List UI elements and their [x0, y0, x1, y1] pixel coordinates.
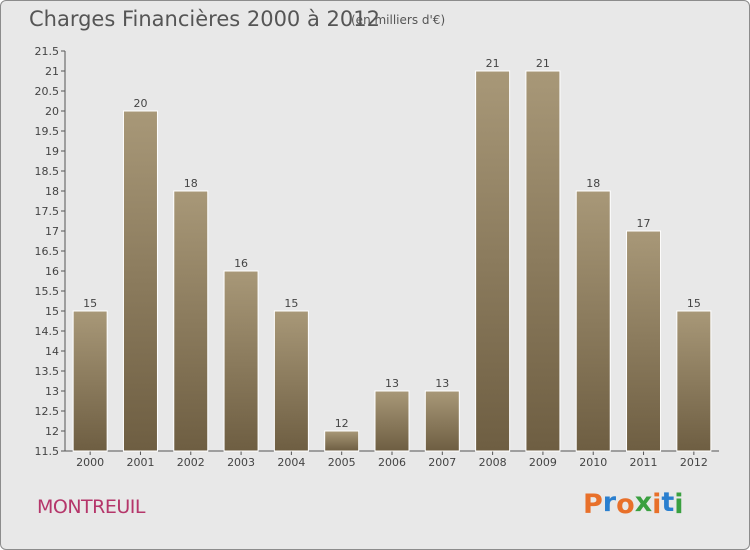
y-tick-label: 13.5 [35, 365, 60, 378]
y-tick-label: 14 [45, 345, 59, 358]
logo-letter: i [674, 489, 684, 520]
bar-value-label: 15 [83, 297, 97, 310]
bar [173, 190, 209, 452]
y-tick-label: 11.5 [35, 445, 60, 458]
y-tick-label: 21 [45, 65, 59, 78]
proxiti-logo[interactable]: Proxiti [583, 487, 684, 520]
bar-value-label: 21 [486, 57, 500, 70]
y-tick-label: 17.5 [35, 205, 60, 218]
bar [525, 70, 561, 452]
x-tick-label: 2002 [177, 456, 205, 469]
bar [374, 390, 410, 452]
logo-letter: x [634, 487, 653, 518]
x-tick-label: 2006 [378, 456, 406, 469]
y-tick-label: 15.5 [35, 285, 60, 298]
bar [575, 190, 611, 452]
bar [72, 310, 108, 452]
x-tick-label: 2011 [630, 456, 658, 469]
bar [122, 110, 158, 452]
city-name: MONTREUIL [37, 496, 145, 518]
x-tick-label: 2009 [529, 456, 557, 469]
chart-bars: 15 20 18 16 15 12 13 13 21 21 18 17 15 [72, 57, 712, 452]
bar-value-label: 18 [184, 177, 198, 190]
y-tick-label: 12.5 [35, 405, 60, 418]
bar-value-label: 13 [435, 377, 449, 390]
bar [475, 70, 511, 452]
y-tick-label: 15 [45, 305, 59, 318]
logo-letter: P [583, 489, 603, 520]
bar-value-label: 16 [234, 257, 248, 270]
bar-value-label: 17 [637, 217, 651, 230]
logo-letter: t [661, 487, 675, 518]
logo-letter: r [602, 487, 617, 518]
logo-letter: i [652, 489, 662, 520]
bar-value-label: 13 [385, 377, 399, 390]
x-tick-label: 2001 [126, 456, 154, 469]
logo-letter: o [616, 489, 635, 520]
x-tick-label: 2007 [428, 456, 456, 469]
bar-value-label: 20 [133, 97, 147, 110]
y-tick-label: 13 [45, 385, 59, 398]
chart-unit: (en milliers d'€) [351, 13, 446, 27]
x-tick-label: 2003 [227, 456, 255, 469]
y-tick-label: 19 [45, 145, 59, 158]
x-tick-label: 2012 [680, 456, 708, 469]
x-tick-label: 2010 [579, 456, 607, 469]
bar [273, 310, 309, 452]
bar-value-label: 21 [536, 57, 550, 70]
y-tick-label: 17 [45, 225, 59, 238]
bar-value-label: 15 [284, 297, 298, 310]
y-tick-label: 16.5 [35, 245, 60, 258]
y-tick-label: 14.5 [35, 325, 60, 338]
bar-value-label: 12 [335, 417, 349, 430]
bar [424, 390, 460, 452]
bar-value-label: 15 [687, 297, 701, 310]
y-tick-label: 19.5 [35, 125, 60, 138]
y-tick-label: 18.5 [35, 165, 60, 178]
y-tick-label: 21.5 [35, 45, 60, 58]
y-tick-label: 12 [45, 425, 59, 438]
chart-axes: 11.5 12 12.5 13 13.5 14 14.5 15 15.5 16 16.5 17 17.5… [35, 45, 719, 469]
y-tick-label: 20 [45, 105, 59, 118]
x-tick-label: 2005 [328, 456, 356, 469]
chart-title: Charges Financières 2000 à 2012 [29, 7, 380, 31]
x-tick-label: 2004 [277, 456, 305, 469]
bar-value-label: 18 [586, 177, 600, 190]
x-tick-label: 2008 [479, 456, 507, 469]
y-tick-label: 16 [45, 265, 59, 278]
bar [223, 270, 259, 452]
y-tick-label: 20.5 [35, 85, 60, 98]
bar [324, 430, 360, 452]
bar [676, 310, 712, 452]
bar [626, 230, 662, 452]
y-tick-label: 18 [45, 185, 59, 198]
x-tick-label: 2000 [76, 456, 104, 469]
